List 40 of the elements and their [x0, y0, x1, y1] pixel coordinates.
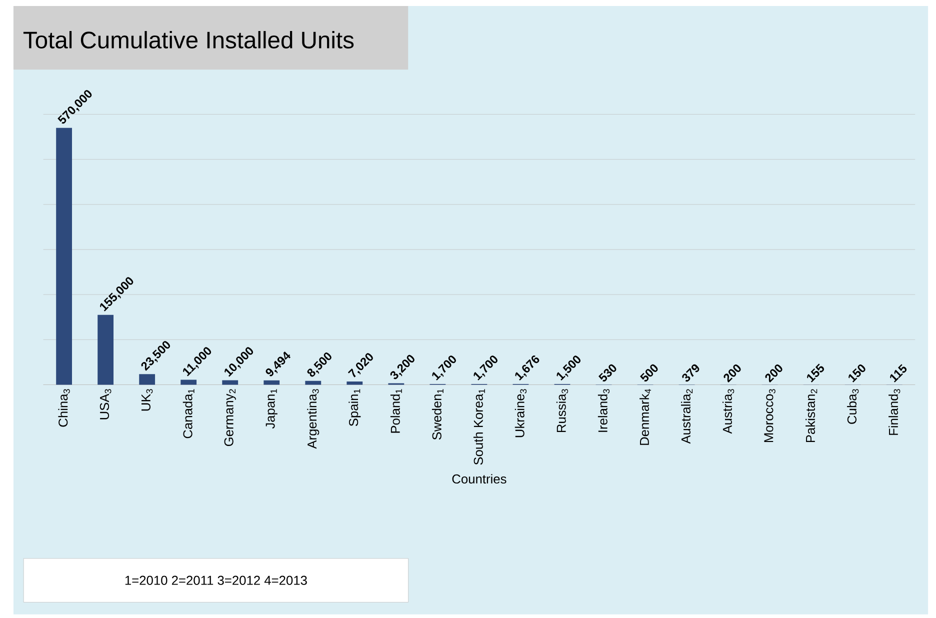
data-label: 379: [682, 364, 700, 382]
bar: [346, 381, 363, 385]
data-label: 150: [848, 364, 866, 382]
x-axis-title: Countries: [452, 474, 506, 484]
x-tick-label: USA$_{3}$: [100, 388, 112, 420]
x-tick-label: Canada$_{1}$: [182, 389, 194, 438]
bar: [139, 374, 156, 385]
x-tick-label: China$_{3}$: [58, 388, 70, 427]
bar: [264, 380, 280, 385]
data-label: 155: [806, 363, 824, 382]
bar: [180, 380, 197, 385]
x-tick-label: Australia$_{2}$: [681, 389, 693, 444]
data-label: 500: [640, 364, 658, 382]
x-tick-label: Spain$_{1}$: [348, 389, 361, 426]
x-tick-label: Poland$_{1}$: [390, 389, 402, 433]
x-tick-label: Finland$_{3}$: [888, 388, 900, 435]
x-tick-label: Argentina$_{3}$: [307, 388, 320, 449]
x-tick-label: Ukraine$_{3}$: [514, 388, 527, 437]
x-tick-label: Japan$_{1}$: [266, 389, 278, 428]
data-label: 200: [724, 364, 741, 382]
x-tick-label: Sweden$_{1}$: [432, 389, 444, 440]
x-tick-label: Morocco$_{3}$: [764, 388, 776, 442]
x-tick-label: Germany$_{2}$: [224, 389, 236, 446]
data-label: 115: [890, 364, 907, 382]
x-tick-label: Russia$_{3}$: [556, 388, 568, 432]
x-tick-label: South Korea$_{1}$: [473, 389, 485, 465]
x-tick-label: Austria$_{3}$: [722, 388, 734, 434]
x-tick-label: Cuba$_{3}$: [847, 388, 859, 424]
x-tick-label: Ireland$_{3}$: [598, 388, 610, 432]
x-tick-label: UK$_{3}$: [142, 388, 153, 410]
bar: [98, 314, 114, 385]
bar: [56, 128, 72, 385]
text: 1=2010 2=2011 3=2012 4=2013: [125, 576, 307, 585]
x-tick-label: Denmark$_{4}$: [640, 388, 651, 445]
chart-title: Total Cumulative Installed Units: [23, 30, 354, 48]
data-label: 530: [598, 364, 616, 382]
bar: [222, 380, 238, 385]
data-label: 200: [765, 364, 782, 382]
bar: [305, 380, 322, 385]
x-tick-label: Pakistan$_{2}$: [806, 389, 818, 442]
